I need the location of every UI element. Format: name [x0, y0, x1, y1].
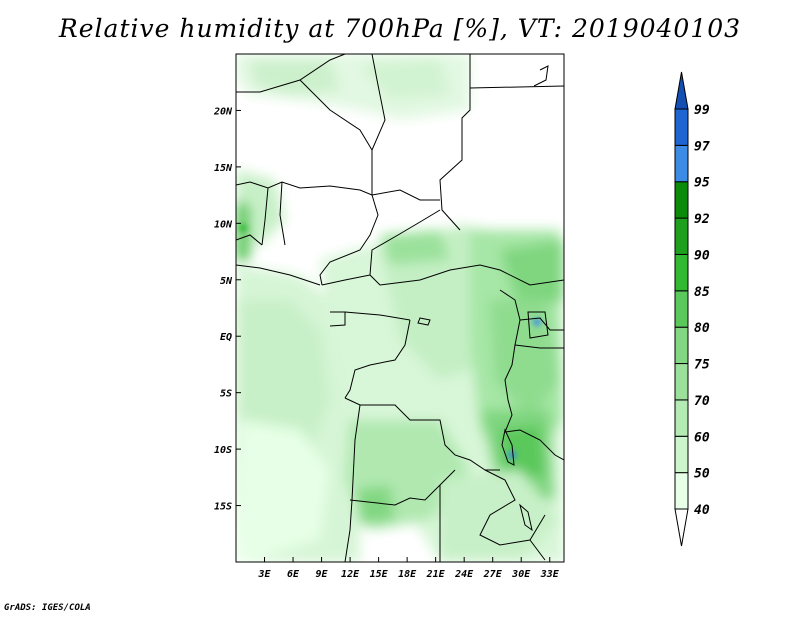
- lon-tick-label: 9E: [316, 569, 329, 580]
- colorbar-label: 90: [694, 248, 710, 263]
- colorbar-high-triangle: [674, 71, 689, 110]
- colorbar-label: 97: [694, 139, 710, 154]
- colorbar-segment: [674, 290, 689, 328]
- humidity-field: [236, 54, 564, 562]
- colorbar-label: 75: [694, 358, 710, 373]
- lat-tick-label: 20N: [213, 106, 233, 117]
- lat-tick-label: 15S: [214, 502, 232, 513]
- colorbar-segment: [674, 144, 689, 183]
- lat-tick-label: 5N: [220, 276, 233, 287]
- colorbar-label: 92: [694, 212, 710, 227]
- lat-tick-label: 15N: [214, 163, 233, 174]
- colorbar-segment: [674, 399, 689, 437]
- lon-tick-label: 6E: [287, 569, 300, 580]
- colorbar-segment: [674, 181, 689, 219]
- colorbar-label: 40: [694, 503, 710, 518]
- colorbar-label: 85: [694, 285, 710, 300]
- colorbar: 40 50 60 70 75 80 85 90 92 95 97 99: [674, 71, 710, 547]
- lon-tick-label: 12E: [341, 569, 360, 580]
- grads-credit: GrADS: IGES/COLA: [4, 603, 91, 613]
- colorbar-segment: [674, 108, 689, 146]
- lon-tick-label: 15E: [370, 569, 389, 580]
- colorbar-segment: [674, 326, 689, 365]
- colorbar-segment: [674, 435, 689, 474]
- country-borders: [236, 54, 564, 562]
- map-title: Relative humidity at 700hPa [%], VT: 201…: [58, 14, 742, 43]
- lon-tick-label: 18E: [398, 569, 417, 580]
- lat-tick-label: 10N: [214, 219, 233, 230]
- colorbar-label: 70: [694, 394, 710, 409]
- latitude-ticks: 20N 15N 10N 5N EQ 5S 10S 15S: [213, 106, 241, 513]
- colorbar-segment: [674, 253, 689, 292]
- colorbar-low-triangle: [674, 508, 689, 547]
- lon-tick-label: 33E: [540, 569, 560, 580]
- lon-tick-label: 27E: [483, 569, 503, 580]
- lat-tick-label: EQ: [220, 332, 232, 343]
- map-frame: [235, 53, 565, 563]
- lat-tick-label: 5S: [220, 389, 232, 400]
- colorbar-label: 99: [694, 103, 710, 118]
- lon-tick-label: 30E: [511, 569, 531, 580]
- lon-tick-label: 21E: [426, 569, 446, 580]
- lake-outlines: [417, 65, 549, 532]
- colorbar-segment: [674, 472, 689, 510]
- lon-tick-label: 24E: [454, 569, 474, 580]
- colorbar-label: 60: [694, 430, 710, 445]
- lon-tick-label: 3E: [257, 569, 271, 580]
- colorbar-segment: [674, 363, 689, 401]
- longitude-ticks: 3E 6E 9E 12E 15E 18E 21E 24E 27E 30E 33E: [257, 557, 560, 580]
- colorbar-label: 95: [694, 176, 710, 191]
- colorbar-segment: [674, 217, 689, 255]
- colorbar-label: 80: [694, 321, 710, 336]
- colorbar-label: 50: [694, 467, 710, 482]
- lat-tick-label: 10S: [214, 445, 232, 456]
